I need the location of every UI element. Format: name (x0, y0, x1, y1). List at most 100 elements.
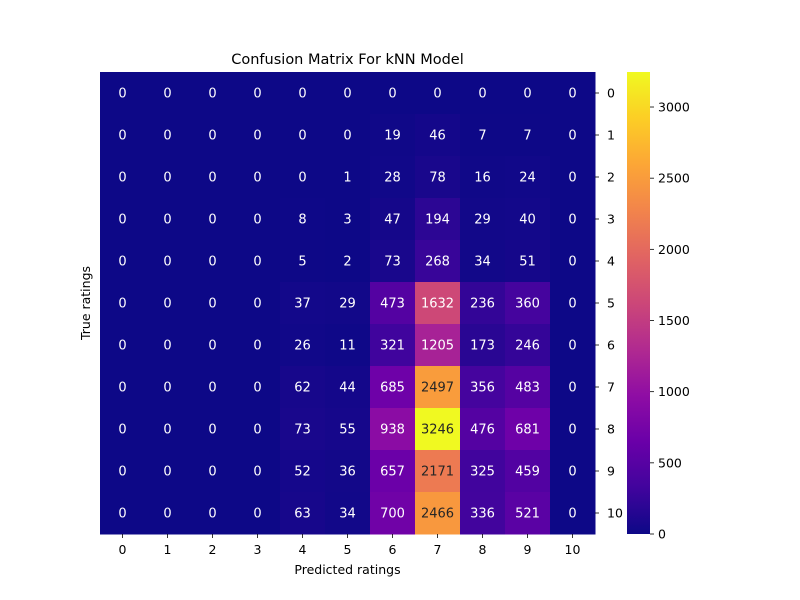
cell-value-label: 19 (384, 129, 401, 144)
colorbar-tick-label: 500 (658, 455, 682, 470)
cell-value-label: 0 (568, 507, 576, 522)
y-tick-label: 6 (607, 338, 615, 353)
heatmap-cell (370, 198, 416, 241)
cell-value-label: 0 (208, 507, 216, 522)
cell-value-label: 0 (253, 213, 261, 228)
heatmap-cell (190, 198, 236, 241)
heatmap-cell (460, 324, 506, 367)
heatmap-cell (460, 408, 506, 451)
heatmap-cell (280, 450, 326, 493)
cell-value-label: 8 (298, 213, 306, 228)
cell-value-label: 62 (294, 381, 311, 396)
heatmap-cell (280, 240, 326, 283)
x-tick-label: 6 (389, 542, 397, 557)
cell-value-label: 0 (253, 171, 261, 186)
cell-value-label: 73 (294, 423, 311, 438)
heatmap-cell (460, 450, 506, 493)
cell-value-label: 16 (474, 171, 491, 186)
heatmap-cell (550, 492, 596, 535)
heatmap-cell (100, 366, 146, 409)
heatmap-cell (190, 72, 236, 115)
y-tick-label: 3 (607, 212, 615, 227)
cell-value-label: 78 (429, 171, 446, 186)
heatmap-cell (415, 156, 461, 199)
heatmap-cell (370, 240, 416, 283)
cell-value-label: 321 (380, 339, 405, 354)
cell-value-label: 0 (163, 381, 171, 396)
heatmap-cell (280, 408, 326, 451)
heatmap-cell (100, 324, 146, 367)
cell-value-label: 0 (208, 423, 216, 438)
heatmap-cell (235, 114, 281, 157)
heatmap-cell (550, 72, 596, 115)
cell-value-label: 0 (118, 87, 126, 102)
heatmap-cell (325, 156, 371, 199)
heatmap-cell (280, 492, 326, 535)
cell-value-label: 11 (339, 339, 356, 354)
heatmap-cell (280, 72, 326, 115)
x-tick-label: 3 (254, 542, 262, 557)
cell-value-label: 0 (163, 297, 171, 312)
heatmap-cell (325, 324, 371, 367)
cell-value-label: 521 (515, 507, 540, 522)
heatmap-cell (460, 240, 506, 283)
cell-value-label: 0 (163, 129, 171, 144)
heatmap-cell (460, 198, 506, 241)
cell-value-label: 7 (478, 129, 486, 144)
cell-value-label: 3 (343, 213, 351, 228)
heatmap-cell (460, 492, 506, 535)
y-tick-label: 1 (607, 128, 615, 143)
cell-value-label: 0 (253, 465, 261, 480)
heatmap-cell (190, 240, 236, 283)
x-tick-label: 0 (119, 542, 127, 557)
heatmap-cell (190, 366, 236, 409)
heatmap-cell (325, 366, 371, 409)
x-tick-label: 2 (209, 542, 217, 557)
cell-value-label: 29 (339, 297, 356, 312)
heatmap-cell (235, 408, 281, 451)
colorbar-tick-label: 1500 (658, 313, 690, 328)
heatmap-cell (550, 240, 596, 283)
cell-value-label: 473 (380, 297, 405, 312)
cell-value-label: 0 (208, 465, 216, 480)
cell-value-label: 29 (474, 213, 491, 228)
cell-value-label: 0 (208, 87, 216, 102)
heatmap-cell (100, 240, 146, 283)
y-tick-label: 5 (607, 296, 615, 311)
cell-value-label: 0 (208, 297, 216, 312)
cell-value-label: 0 (523, 87, 531, 102)
cell-value-label: 0 (253, 423, 261, 438)
cell-value-label: 360 (515, 297, 540, 312)
cell-value-label: 0 (568, 339, 576, 354)
heatmap-cell (145, 408, 191, 451)
heatmap-cell (460, 114, 506, 157)
cell-value-label: 0 (253, 255, 261, 270)
heatmap-cell (280, 156, 326, 199)
cell-value-label: 268 (425, 255, 450, 270)
cell-value-label: 1 (343, 171, 351, 186)
heatmap-cell (235, 72, 281, 115)
cell-value-label: 2171 (421, 465, 454, 480)
cell-value-label: 0 (208, 339, 216, 354)
cell-value-label: 0 (118, 297, 126, 312)
heatmap-cell (235, 240, 281, 283)
chart-title: Confusion Matrix For kNN Model (231, 52, 464, 68)
heatmap-cell (100, 72, 146, 115)
heatmap-cell (280, 366, 326, 409)
cell-value-label: 1205 (421, 339, 454, 354)
cell-value-label: 0 (163, 465, 171, 480)
heatmap-cell (235, 282, 281, 325)
cell-value-label: 0 (253, 297, 261, 312)
heatmap-cell (370, 156, 416, 199)
heatmap-cell (550, 114, 596, 157)
y-axis-label: True ratings (78, 266, 93, 341)
cell-value-label: 0 (568, 465, 576, 480)
colorbar (627, 72, 650, 534)
cell-value-label: 0 (118, 213, 126, 228)
cell-value-label: 36 (339, 465, 356, 480)
y-axis-ticks: 0 1 2 3 4 5 6 7 8 9 10 (595, 86, 623, 521)
cell-value-label: 34 (474, 255, 491, 270)
heatmap-cell (505, 324, 551, 367)
heatmap-cell (505, 366, 551, 409)
x-tick-label: 10 (565, 542, 581, 557)
